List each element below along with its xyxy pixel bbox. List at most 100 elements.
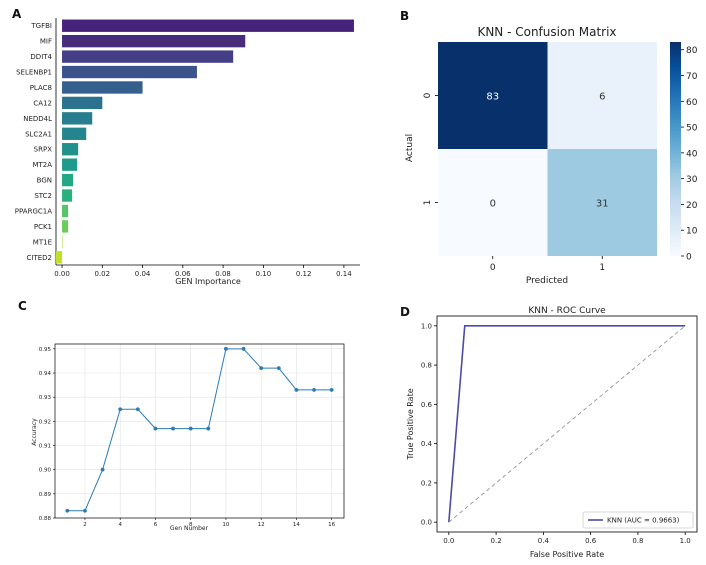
cell-value-0-1: 6	[599, 92, 605, 103]
panel-a-feature-importance: GEN Importance TGFBI MIF DDIT4 SELENBP1 PLAC…	[15, 18, 360, 286]
heatmap-cell-1-1	[547, 149, 657, 256]
heatmap-cell-1-0	[438, 149, 548, 256]
panel-c-ytick-label: 0.89	[39, 492, 52, 498]
panel-c-ytick-label: 0.88	[39, 516, 52, 522]
panel-a-xtick-label: 0.02	[95, 270, 111, 278]
panel-d-xtick-label: 0.0	[443, 537, 454, 545]
heatmap-cell-0-0	[438, 42, 548, 149]
accuracy-point-16	[329, 388, 334, 392]
panel-a-xtick-label: 0.12	[296, 270, 312, 278]
panel-a-xlabel: GEN Importance	[175, 277, 241, 286]
panel-b-xtick-label: 0	[490, 263, 496, 273]
accuracy-line	[67, 348, 332, 512]
panel-c-xtick-label: 4	[118, 522, 122, 528]
accuracy-point-13	[276, 366, 281, 371]
panel-d-ytick-label: 0.2	[421, 479, 432, 487]
accuracy-point-14	[294, 388, 299, 392]
random-baseline-line	[448, 325, 686, 523]
accuracy-point-12	[259, 366, 264, 371]
cell-value-1-0: 0	[490, 199, 496, 210]
bar-tgfbi	[62, 19, 354, 32]
bar-selenbp1	[62, 65, 197, 79]
panel-b-xtick-label: 1	[599, 263, 605, 273]
colorbar-tick-label: 80	[686, 46, 698, 56]
panel-d-xtick-label: 0.6	[585, 537, 597, 545]
panel-c-xtick-label: 16	[328, 522, 335, 528]
panel-a-xtick-label: 0.04	[135, 270, 151, 278]
bar-ca12	[62, 96, 103, 110]
bar-bgn	[62, 173, 74, 187]
panel-d-title: KNN - ROC Curve	[528, 306, 606, 316]
colorbar-tick-label: 70	[686, 72, 698, 82]
panel-d-ytick-label: 0.8	[421, 362, 432, 370]
category-label-stc2: STC2	[34, 192, 52, 200]
category-label-mt1e: MT1E	[33, 238, 52, 246]
accuracy-point-9	[206, 426, 211, 431]
panel-a-xtick-label: 0.14	[336, 270, 352, 278]
panel-d-xtick-label: 0.2	[491, 537, 502, 545]
category-label-bgn: BGN	[37, 177, 52, 185]
panel-b-confusion-matrix: KNN - Confusion Matrix Predicted Actual …	[405, 25, 698, 286]
panel-c-xtick-label: 12	[258, 522, 265, 528]
colorbar-tick-label: 0	[686, 253, 692, 263]
roc-curve-line	[448, 325, 686, 523]
category-label-ppargc1a: PPARGC1A	[15, 207, 52, 215]
panel-c-xtick-label: 2	[83, 522, 87, 528]
panel-b-title: KNN - Confusion Matrix	[477, 25, 616, 39]
bar-pck1	[62, 220, 69, 233]
category-label-ddit4: DDIT4	[30, 53, 52, 61]
panel-b-ytick-label: 0	[423, 92, 433, 98]
accuracy-point-3	[100, 467, 105, 472]
panel-b-ylabel: Actual	[405, 134, 415, 162]
panel-a-xtick-label: 0.10	[256, 270, 272, 278]
category-label-mif: MIF	[40, 38, 52, 46]
category-label-plac8: PLAC8	[30, 84, 52, 92]
panel-d-frame	[436, 315, 698, 533]
cell-value-1-1: 31	[596, 199, 609, 210]
colorbar	[670, 42, 681, 256]
category-label-tgfbi: TGFBI	[30, 22, 52, 30]
bar-slc2a1	[62, 127, 87, 140]
panel-c-ylabel: Accuracy	[31, 418, 38, 446]
bar-stc2	[62, 189, 73, 202]
panel-c-xtick-label: 14	[293, 522, 300, 528]
panel-c-ytick-label: 0.91	[39, 444, 51, 450]
legend-label: KNN (AUC = 0.9663)	[607, 517, 680, 525]
category-label-pck1: PCK1	[34, 223, 52, 231]
panel-a-xtick-label: 0.08	[215, 270, 231, 278]
panel-c-ytick-label: 0.95	[39, 347, 52, 353]
panel-d-ytick-label: 0.4	[421, 440, 433, 448]
panel-d-xtick-label: 0.4	[538, 537, 550, 545]
colorbar-tick-label: 50	[686, 124, 698, 134]
panel-c-xtick-label: 8	[189, 522, 193, 528]
category-label-nedd4l: NEDD4L	[23, 115, 52, 123]
cell-value-0-0: 83	[486, 92, 499, 103]
accuracy-point-10	[224, 346, 228, 351]
category-label-selenbp1: SELENBP1	[16, 69, 52, 77]
panel-d-xlabel: False Positive Rate	[530, 550, 604, 559]
accuracy-point-8	[188, 426, 193, 431]
legend-box	[582, 511, 694, 529]
accuracy-point-5	[135, 407, 140, 412]
panel-c-ytick-label: 0.92	[39, 419, 51, 425]
colorbar-tick-label: 60	[686, 98, 698, 108]
panel-d-xtick-label: 0.8	[632, 537, 643, 545]
colorbar-tick-label: 10	[686, 227, 698, 237]
accuracy-point-4	[118, 407, 123, 412]
panel-a-xtick-label: 0.06	[175, 270, 191, 278]
category-label-slc2a1: SLC2A1	[25, 130, 52, 138]
panel-b-ytick-label: 1	[423, 200, 433, 206]
panel-label-c: C	[18, 299, 27, 313]
accuracy-point-2	[83, 508, 87, 513]
panel-d-ytick-label: 0.0	[421, 519, 432, 527]
panel-c-accuracy-line: Gen Number Accuracy 2 4 6 8 10 12 14 16 0.88 0.89…	[31, 343, 345, 532]
accuracy-point-15	[312, 388, 316, 392]
category-label-srpx: SRPX	[34, 146, 53, 154]
panel-d-roc-curve: KNN - ROC Curve False Positive Rate True…	[406, 306, 698, 559]
panel-c-frame	[54, 343, 345, 519]
bar-ppargc1a	[62, 204, 69, 218]
panel-c-xtick-label: 10	[222, 522, 229, 528]
accuracy-point-7	[171, 426, 175, 431]
panel-c-ytick-label: 0.94	[39, 371, 52, 377]
bar-cited2	[56, 251, 63, 264]
